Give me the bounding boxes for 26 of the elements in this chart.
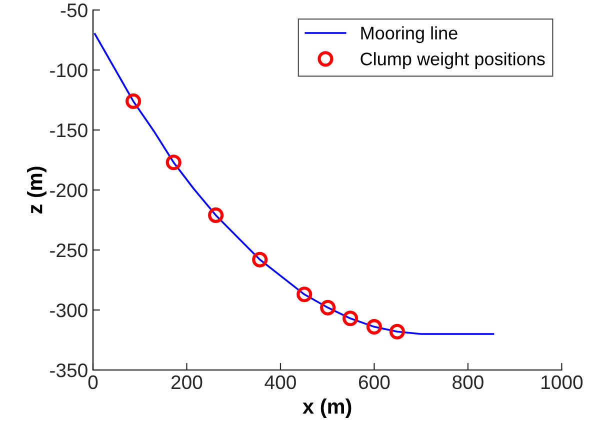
- x-tick-label: 1000: [542, 375, 583, 390]
- point: [389, 324, 405, 340]
- y-tick-label: -200: [50, 183, 88, 198]
- legend-label: Clump weight positions: [360, 52, 545, 69]
- y-tick-label: -150: [50, 123, 88, 138]
- x-tick-label: 800: [452, 375, 484, 390]
- legend-label: Mooring line: [361, 26, 458, 44]
- x-axis-title: x (m): [302, 398, 352, 418]
- y-tick-label: -350: [50, 363, 88, 378]
- x-tick-label: 200: [172, 375, 202, 390]
- y-tick-label: -300: [50, 303, 88, 318]
- point: [126, 93, 142, 109]
- point: [166, 154, 182, 170]
- y-axis-title: z (m): [27, 166, 46, 214]
- x-tick-label: 400: [264, 375, 296, 390]
- point: [208, 207, 224, 223]
- x-tick-label: 0: [88, 375, 98, 390]
- point: [366, 319, 382, 335]
- y-tick-label: -250: [50, 243, 88, 258]
- x-tick-label: 600: [358, 375, 390, 390]
- point: [252, 252, 268, 268]
- point: [320, 300, 336, 316]
- point: [296, 286, 312, 302]
- y-tick-label: -50: [60, 3, 88, 18]
- point: [342, 310, 358, 326]
- y-tick-label: -100: [50, 63, 88, 78]
